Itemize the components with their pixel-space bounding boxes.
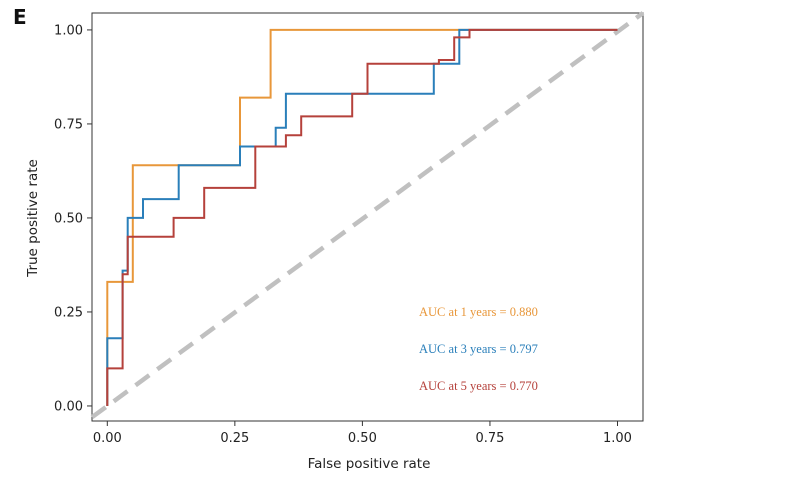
x-tick-label: 0.75 — [475, 431, 504, 446]
legend-entry-1: AUC at 1 years = 0.880 — [419, 305, 538, 319]
x-tick-label: 0.25 — [220, 431, 249, 446]
x-tick-label: 1.00 — [603, 431, 632, 446]
x-axis-title: False positive rate — [308, 456, 431, 472]
y-tick-label: 1.00 — [54, 23, 83, 38]
legend: AUC at 1 years = 0.880 AUC at 3 years = 0… — [419, 305, 538, 393]
y-tick-label: 0.75 — [54, 117, 83, 132]
roc-curve-3 — [106, 28, 618, 406]
reference-diagonal-layer — [90, 11, 645, 420]
y-tick-label: 0.25 — [54, 305, 83, 320]
reference-diagonal — [90, 11, 645, 420]
x-axis: 0.00 0.25 0.50 0.75 1.00 — [93, 421, 632, 446]
series-layer — [106, 28, 618, 406]
y-tick-label: 0.50 — [54, 211, 83, 226]
y-tick-label: 0.00 — [54, 399, 83, 414]
y-axis-title: True positive rate — [25, 159, 41, 278]
legend-entry-2: AUC at 3 years = 0.797 — [419, 342, 538, 356]
legend-entry-3: AUC at 5 years = 0.770 — [419, 379, 538, 393]
x-tick-label: 0.50 — [348, 431, 377, 446]
x-tick-label: 0.00 — [93, 431, 122, 446]
panel-label: E — [13, 5, 27, 29]
plot-frame — [91, 12, 644, 422]
roc-curve-2 — [106, 28, 618, 406]
y-axis: 0.00 0.25 0.50 0.75 1.00 — [54, 23, 92, 414]
